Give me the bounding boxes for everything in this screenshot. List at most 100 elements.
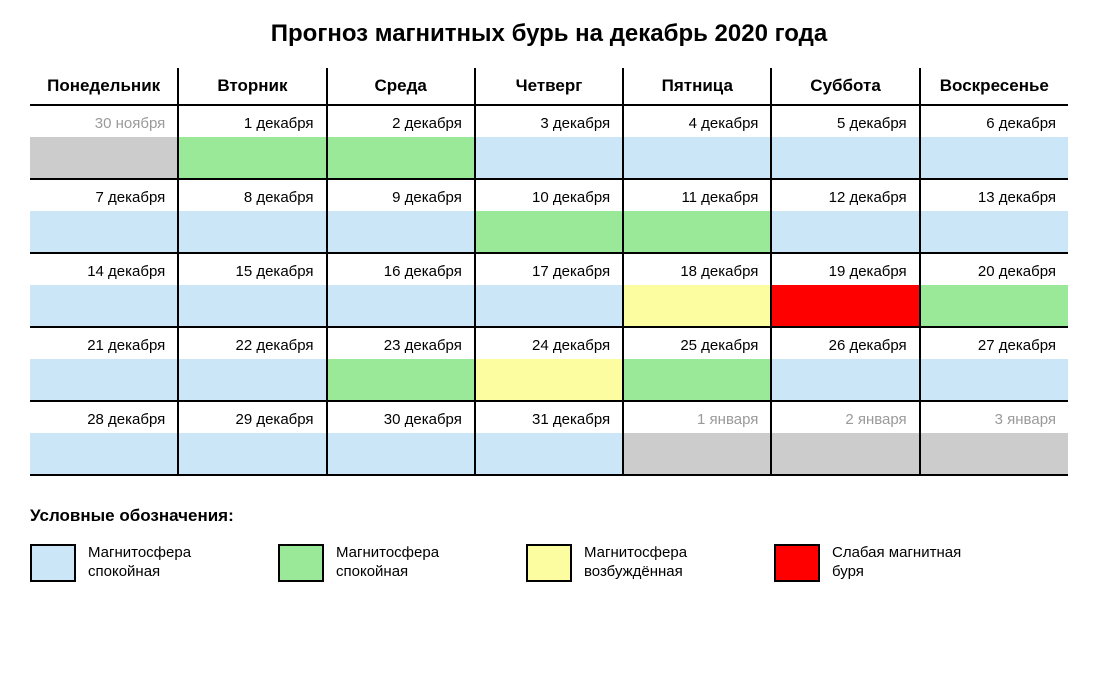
forecast-calendar: Понедельник Вторник Среда Четверг Пятниц… xyxy=(30,68,1068,476)
status-bar xyxy=(30,433,177,474)
calendar-day-cell: 26 декабря xyxy=(771,327,919,401)
status-bar xyxy=(179,211,325,252)
calendar-day-cell: 6 декабря xyxy=(920,105,1068,179)
calendar-week-row: 7 декабря8 декабря9 декабря10 декабря11 … xyxy=(30,179,1068,253)
status-bar xyxy=(328,433,474,474)
legend-title: Условные обозначения: xyxy=(30,506,1068,526)
legend-swatch xyxy=(526,544,572,582)
status-bar xyxy=(921,211,1068,252)
legend-swatch xyxy=(278,544,324,582)
date-label: 11 декабря xyxy=(624,180,770,211)
status-bar xyxy=(328,285,474,326)
calendar-day-cell: 3 декабря xyxy=(475,105,623,179)
status-bar xyxy=(624,211,770,252)
calendar-day-cell: 8 декабря xyxy=(178,179,326,253)
calendar-day-cell: 29 декабря xyxy=(178,401,326,475)
date-label: 3 января xyxy=(921,402,1068,433)
date-label: 28 декабря xyxy=(30,402,177,433)
date-label: 2 января xyxy=(772,402,918,433)
date-label: 18 декабря xyxy=(624,254,770,285)
date-label: 7 декабря xyxy=(30,180,177,211)
status-bar xyxy=(921,285,1068,326)
calendar-day-cell: 30 декабря xyxy=(327,401,475,475)
date-label: 22 декабря xyxy=(179,328,325,359)
date-label: 14 декабря xyxy=(30,254,177,285)
date-label: 27 декабря xyxy=(921,328,1068,359)
date-label: 2 декабря xyxy=(328,106,474,137)
legend-swatch xyxy=(30,544,76,582)
calendar-day-cell: 19 декабря xyxy=(771,253,919,327)
calendar-day-cell: 21 декабря xyxy=(30,327,178,401)
calendar-day-cell: 2 декабря xyxy=(327,105,475,179)
date-label: 17 декабря xyxy=(476,254,622,285)
calendar-day-cell: 9 декабря xyxy=(327,179,475,253)
calendar-day-cell: 25 декабря xyxy=(623,327,771,401)
status-bar xyxy=(30,137,177,178)
status-bar xyxy=(476,137,622,178)
status-bar xyxy=(328,137,474,178)
date-label: 31 декабря xyxy=(476,402,622,433)
calendar-day-cell: 10 декабря xyxy=(475,179,623,253)
weekday-header: Суббота xyxy=(771,68,919,105)
calendar-day-cell: 14 декабря xyxy=(30,253,178,327)
legend-item: Слабая магнитная буря xyxy=(774,544,972,582)
legend-label: Магнитосфера спокойная xyxy=(336,544,476,582)
calendar-day-cell: 16 декабря xyxy=(327,253,475,327)
status-bar xyxy=(30,285,177,326)
date-label: 20 декабря xyxy=(921,254,1068,285)
weekday-header: Четверг xyxy=(475,68,623,105)
calendar-day-cell: 5 декабря xyxy=(771,105,919,179)
calendar-day-cell: 22 декабря xyxy=(178,327,326,401)
date-label: 12 декабря xyxy=(772,180,918,211)
weekday-header: Пятница xyxy=(623,68,771,105)
status-bar xyxy=(921,433,1068,474)
date-label: 19 декабря xyxy=(772,254,918,285)
calendar-day-cell: 17 декабря xyxy=(475,253,623,327)
calendar-day-cell: 13 декабря xyxy=(920,179,1068,253)
calendar-week-row: 30 ноября1 декабря2 декабря3 декабря4 де… xyxy=(30,105,1068,179)
date-label: 3 декабря xyxy=(476,106,622,137)
calendar-day-cell: 4 декабря xyxy=(623,105,771,179)
status-bar xyxy=(921,137,1068,178)
weekday-header-row: Понедельник Вторник Среда Четверг Пятниц… xyxy=(30,68,1068,105)
status-bar xyxy=(772,211,918,252)
status-bar xyxy=(476,211,622,252)
legend-label: Магнитосфера спокойная xyxy=(88,544,228,582)
legend: Магнитосфера спокойная Магнитосфера споко… xyxy=(30,544,1068,582)
status-bar xyxy=(624,285,770,326)
calendar-day-cell: 31 декабря xyxy=(475,401,623,475)
status-bar xyxy=(328,359,474,400)
calendar-day-cell: 18 декабря xyxy=(623,253,771,327)
date-label: 25 декабря xyxy=(624,328,770,359)
legend-item: Магнитосфера возбуждённая xyxy=(526,544,724,582)
status-bar xyxy=(921,359,1068,400)
status-bar xyxy=(179,433,325,474)
legend-item: Магнитосфера спокойная xyxy=(30,544,228,582)
calendar-day-cell: 27 декабря xyxy=(920,327,1068,401)
calendar-day-cell: 1 января xyxy=(623,401,771,475)
date-label: 6 декабря xyxy=(921,106,1068,137)
date-label: 30 декабря xyxy=(328,402,474,433)
page-title: Прогноз магнитных бурь на декабрь 2020 г… xyxy=(30,20,1068,48)
status-bar xyxy=(624,359,770,400)
date-label: 21 декабря xyxy=(30,328,177,359)
status-bar xyxy=(179,285,325,326)
calendar-day-cell: 3 января xyxy=(920,401,1068,475)
date-label: 9 декабря xyxy=(328,180,474,211)
calendar-day-cell: 20 декабря xyxy=(920,253,1068,327)
weekday-header: Вторник xyxy=(178,68,326,105)
legend-item: Магнитосфера спокойная xyxy=(278,544,476,582)
status-bar xyxy=(179,359,325,400)
calendar-day-cell: 15 декабря xyxy=(178,253,326,327)
status-bar xyxy=(328,211,474,252)
calendar-day-cell: 1 декабря xyxy=(178,105,326,179)
status-bar xyxy=(772,137,918,178)
calendar-day-cell: 7 декабря xyxy=(30,179,178,253)
calendar-day-cell: 24 декабря xyxy=(475,327,623,401)
date-label: 29 декабря xyxy=(179,402,325,433)
status-bar xyxy=(476,433,622,474)
date-label: 15 декабря xyxy=(179,254,325,285)
date-label: 13 декабря xyxy=(921,180,1068,211)
calendar-week-row: 21 декабря22 декабря23 декабря24 декабря… xyxy=(30,327,1068,401)
status-bar xyxy=(179,137,325,178)
